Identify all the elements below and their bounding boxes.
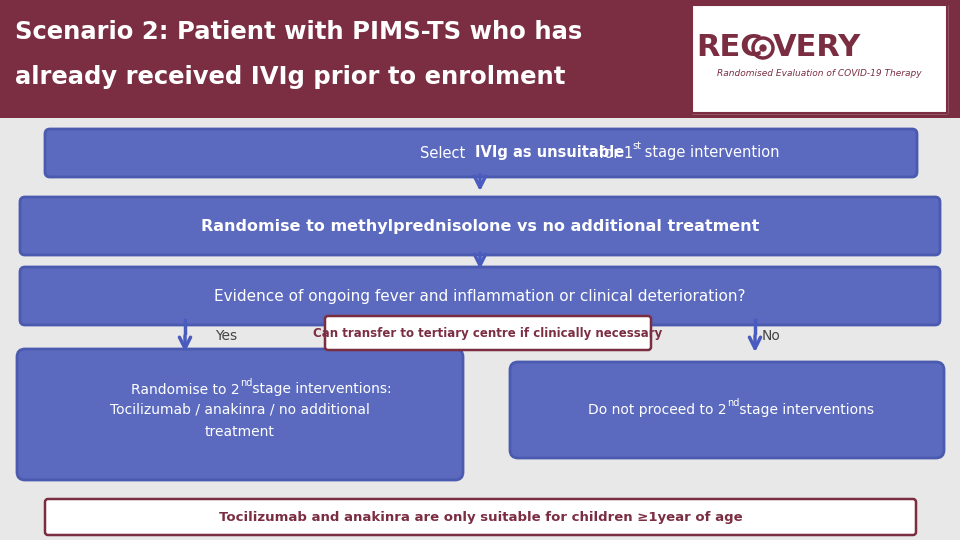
FancyBboxPatch shape (45, 499, 916, 535)
Text: stage interventions: stage interventions (735, 403, 874, 417)
Text: No: No (762, 329, 780, 343)
Text: nd: nd (727, 398, 739, 408)
FancyBboxPatch shape (17, 349, 463, 480)
Text: Randomised Evaluation of COVID-19 Therapy: Randomised Evaluation of COVID-19 Therap… (717, 69, 922, 78)
Text: st: st (632, 141, 641, 151)
FancyBboxPatch shape (0, 0, 960, 118)
Text: treatment: treatment (205, 426, 275, 440)
Text: Can transfer to tertiary centre if clinically necessary: Can transfer to tertiary centre if clini… (313, 327, 662, 340)
Text: VERY: VERY (773, 33, 861, 63)
FancyBboxPatch shape (510, 362, 944, 458)
FancyBboxPatch shape (20, 197, 940, 255)
Text: stage intervention: stage intervention (640, 145, 780, 160)
FancyBboxPatch shape (45, 129, 917, 177)
Text: Tocilizumab and anakinra are only suitable for children ≥1year of age: Tocilizumab and anakinra are only suitab… (219, 510, 742, 523)
Text: Randomise to methylprednisolone vs no additional treatment: Randomise to methylprednisolone vs no ad… (201, 219, 759, 233)
Text: IVIg as unsuitable: IVIg as unsuitable (475, 145, 624, 160)
Text: Evidence of ongoing fever and inflammation or clinical deterioration?: Evidence of ongoing fever and inflammati… (214, 288, 746, 303)
Text: Select: Select (420, 145, 475, 160)
FancyBboxPatch shape (20, 267, 940, 325)
Text: Randomise to 2: Randomise to 2 (132, 382, 240, 396)
Text: Yes: Yes (215, 329, 237, 343)
Text: Scenario 2: Patient with PIMS-TS who has: Scenario 2: Patient with PIMS-TS who has (15, 20, 583, 44)
FancyBboxPatch shape (325, 316, 651, 350)
Text: REC: REC (696, 33, 763, 63)
Text: stage interventions:: stage interventions: (248, 382, 392, 396)
Text: Tocilizumab / anakinra / no additional: Tocilizumab / anakinra / no additional (110, 402, 370, 416)
Text: Do not proceed to 2: Do not proceed to 2 (588, 403, 727, 417)
Text: for 1: for 1 (590, 145, 634, 160)
FancyBboxPatch shape (692, 5, 947, 113)
Text: already received IVIg prior to enrolment: already received IVIg prior to enrolment (15, 65, 565, 89)
Circle shape (760, 45, 766, 51)
Text: nd: nd (240, 377, 252, 388)
